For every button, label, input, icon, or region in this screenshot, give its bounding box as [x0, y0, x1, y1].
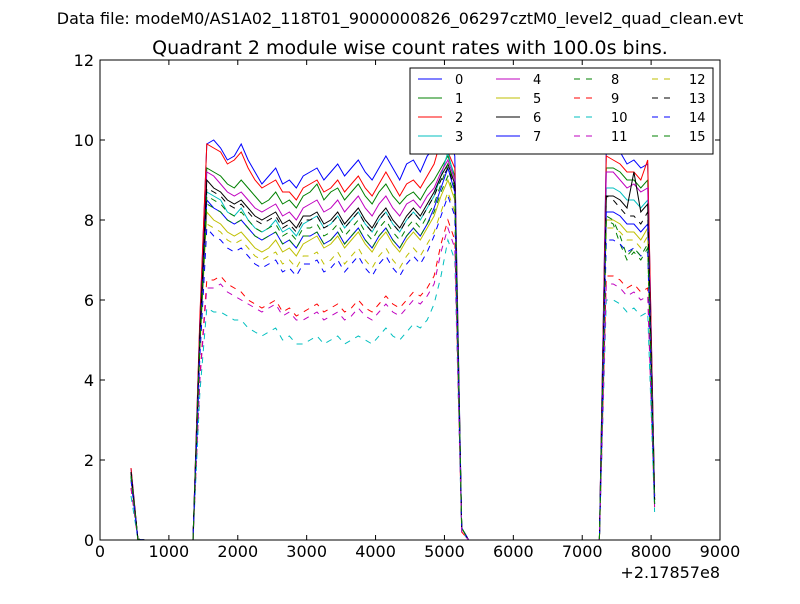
y-tick-label: 10 [74, 131, 94, 150]
legend-label-13: 13 [689, 92, 706, 107]
x-tick-label: 2000 [217, 542, 258, 561]
x-tick-label: 5000 [424, 542, 465, 561]
chart-title: Quadrant 2 module wise count rates with … [152, 37, 668, 59]
series-line-5 [130, 178, 656, 540]
series-line-12 [130, 190, 656, 540]
x-offset-label: +2.17857e8 [620, 563, 720, 582]
y-tick-label: 2 [84, 451, 94, 470]
legend-label-8: 8 [611, 73, 619, 88]
series-line-2 [130, 138, 656, 540]
legend-label-11: 11 [611, 130, 628, 145]
axis-ticks: 0 1000 2000 3000 4000 5000 6000 7000 8000 9000 0 2 4… [74, 51, 741, 561]
legend-label-12: 12 [689, 73, 706, 88]
y-tick-label: 6 [84, 291, 94, 310]
series-line-9 [130, 218, 656, 540]
series-line-15 [130, 174, 656, 540]
series-line-3 [130, 150, 656, 540]
series-line-10 [130, 238, 656, 540]
legend-label-3: 3 [455, 130, 463, 145]
y-tick-label: 0 [84, 531, 94, 550]
y-tick-label: 8 [84, 211, 94, 230]
x-tick-label: 8000 [631, 542, 672, 561]
legend-label-15: 15 [689, 130, 706, 145]
legend-label-0: 0 [455, 73, 463, 88]
series-line-0 [130, 131, 656, 540]
data-file-suptitle: Data file: modeM0/AS1A02_118T01_90000008… [57, 9, 743, 29]
legend-label-1: 1 [455, 92, 463, 107]
x-tick-label: 0 [95, 542, 105, 561]
x-tick-label: 1000 [149, 542, 190, 561]
legend-label-6: 6 [533, 111, 541, 126]
legend-label-5: 5 [533, 92, 541, 107]
legend-label-14: 14 [689, 111, 706, 126]
y-tick-label: 4 [84, 371, 94, 390]
x-tick-label: 4000 [355, 542, 396, 561]
x-tick-label: 7000 [562, 542, 603, 561]
x-tick-label: 6000 [493, 542, 534, 561]
legend-label-7: 7 [533, 130, 541, 145]
series-line-6 [130, 162, 656, 540]
legend-label-9: 9 [611, 92, 619, 107]
legend-label-10: 10 [611, 111, 628, 126]
series-line-1 [130, 154, 656, 540]
series-layer [130, 131, 656, 540]
y-tick-label: 12 [74, 51, 94, 70]
series-line-4 [130, 158, 656, 540]
legend-label-2: 2 [455, 111, 463, 126]
x-tick-label: 9000 [700, 542, 741, 561]
legend-box [409, 67, 714, 155]
series-line-14 [130, 194, 656, 540]
legend-label-4: 4 [533, 73, 541, 88]
series-line-11 [130, 226, 656, 540]
x-tick-label: 3000 [286, 542, 327, 561]
